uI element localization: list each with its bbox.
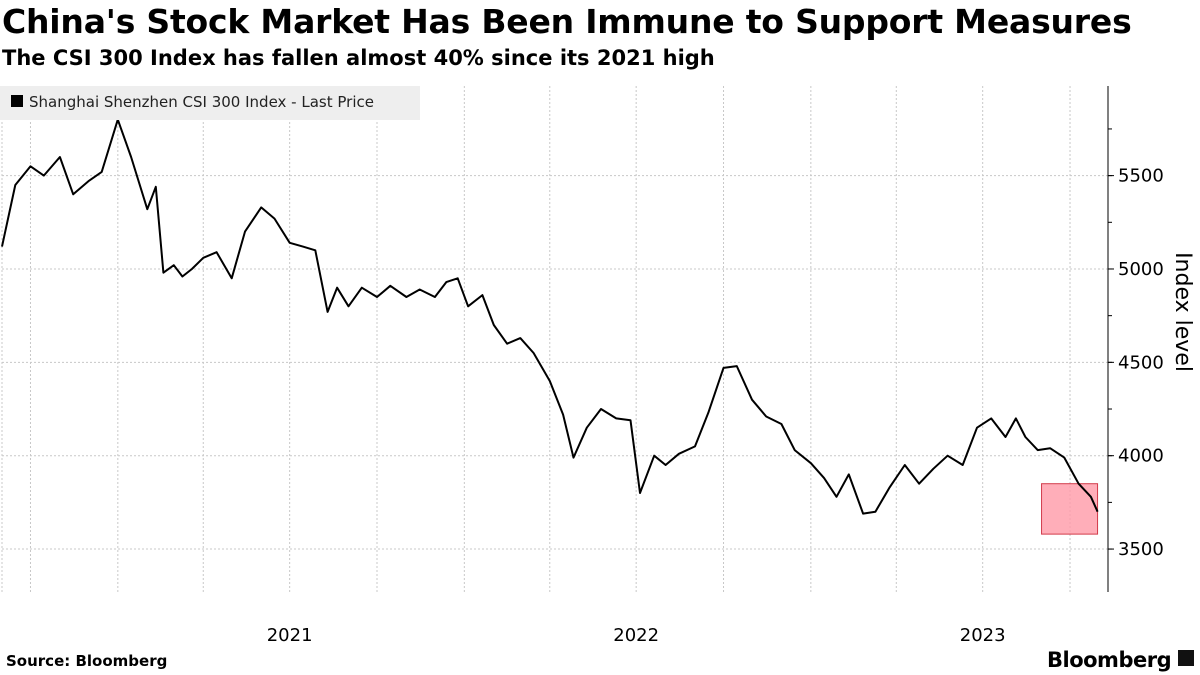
chart-subtitle: The CSI 300 Index has fallen almost 40% … [2,46,715,70]
legend-swatch [11,95,23,107]
series-line [1,118,1099,515]
y-tick-label: 5000 [1118,259,1164,280]
y-tick-label: 5500 [1118,166,1164,187]
gridlines [1,86,1108,592]
x-axis: 2021 2022 2023 [267,625,1006,646]
brand-logo: Bloomberg [1047,648,1172,672]
chart-title: China's Stock Market Has Been Immune to … [2,2,1132,41]
bloomberg-icon [1178,650,1194,666]
x-tick-label: 2022 [613,625,659,646]
legend: Shanghai Shenzhen CSI 300 Index - Last P… [0,86,420,120]
y-tick-label: 4500 [1118,352,1164,373]
source-note: Source: Bloomberg [6,652,168,670]
y-axis-label: Index level [1170,252,1195,372]
y-tick-label: 4000 [1118,446,1164,467]
y-tick-label: 3500 [1118,539,1164,560]
y-axis: 3500 4000 4500 5000 5500 [1107,86,1164,592]
legend-background [0,86,420,120]
highlight-box [1041,483,1099,535]
legend-label: Shanghai Shenzhen CSI 300 Index - Last P… [29,93,374,111]
x-tick-label: 2023 [960,625,1006,646]
x-tick-label: 2021 [267,625,313,646]
